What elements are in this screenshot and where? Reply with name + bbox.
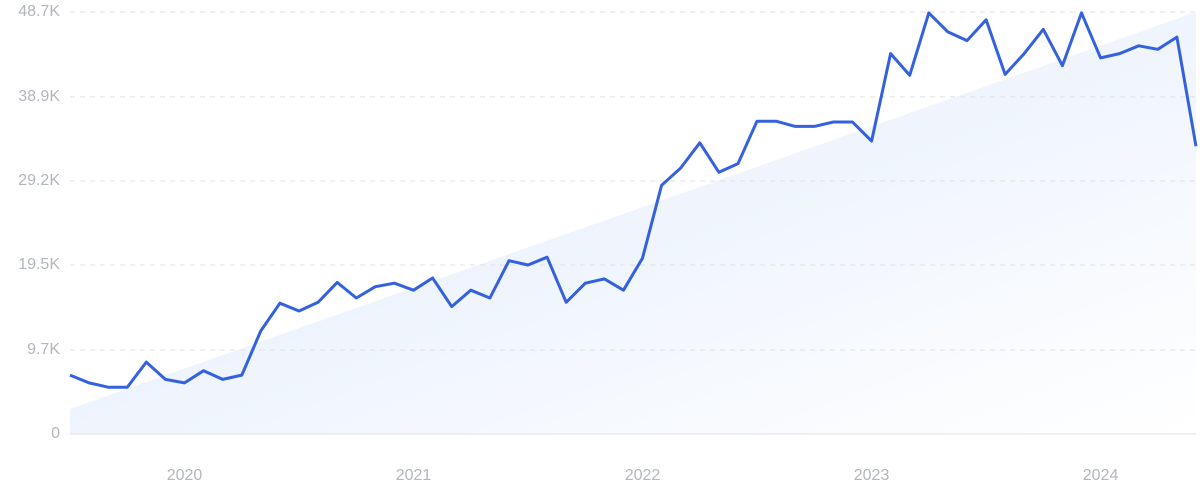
y-tick-label: 0 bbox=[51, 425, 60, 442]
y-tick-label: 29.2K bbox=[18, 172, 60, 189]
y-tick-label: 19.5K bbox=[18, 256, 60, 273]
x-tick-label: 2020 bbox=[167, 467, 203, 484]
x-tick-label: 2021 bbox=[396, 467, 432, 484]
trend-area bbox=[70, 12, 1196, 434]
x-tick-label: 2024 bbox=[1083, 467, 1119, 484]
x-tick-label: 2023 bbox=[854, 467, 890, 484]
data-line bbox=[69, 11, 1198, 389]
y-tick-label: 48.7K bbox=[18, 3, 60, 20]
y-tick-label: 38.9K bbox=[18, 88, 60, 105]
x-tick-label: 2022 bbox=[625, 467, 661, 484]
y-tick-label: 9.7K bbox=[27, 341, 60, 358]
